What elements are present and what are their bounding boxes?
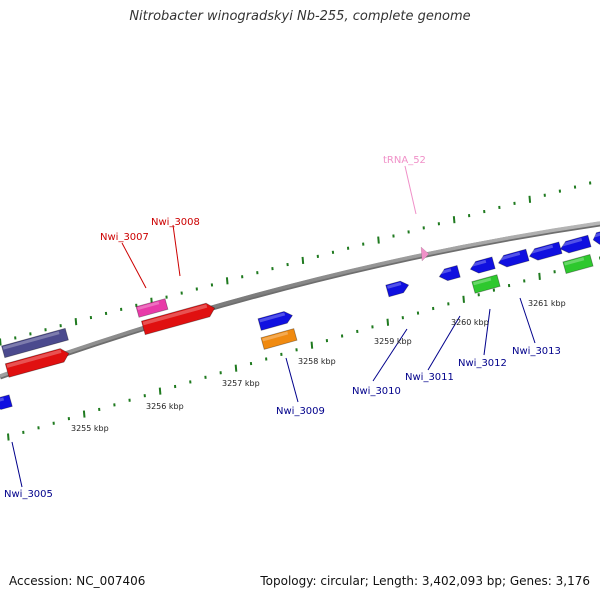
gene-label-trna-52: tRNA_52 xyxy=(383,155,426,166)
leader-nwi-3008 xyxy=(172,224,181,277)
inner-scale-major-tick xyxy=(386,318,390,326)
genome-summary: Topology: circular; Length: 3,402,093 bp… xyxy=(260,574,590,588)
inner-scale-major-tick xyxy=(158,387,162,395)
scale-label-3259-kbp: 3259 kbp xyxy=(374,337,412,346)
leader-nwi-3012 xyxy=(483,308,491,356)
gene-nwi-3011 xyxy=(438,265,461,282)
gene-purple-feature xyxy=(1,327,69,359)
gene-nwi-3009 xyxy=(260,328,298,350)
outer-scale-major-tick xyxy=(0,338,2,346)
genome-backbone-shadow xyxy=(0,221,600,380)
outer-scale-major-tick xyxy=(452,216,456,224)
inner-scale-major-tick xyxy=(310,341,314,349)
gene-nwi-3013 xyxy=(497,248,530,268)
gene-blue-edge xyxy=(592,229,600,245)
trna-52-marker xyxy=(420,246,430,262)
leader-nwi-3011 xyxy=(427,315,461,371)
gene-nwi-3005 xyxy=(0,394,13,410)
gene-label-nwi-3012: Nwi_3012 xyxy=(458,358,507,369)
leader-nwi-3013 xyxy=(519,297,536,344)
gene-label-nwi-3007: Nwi_3007 xyxy=(100,232,149,243)
gene-label-nwi-3010: Nwi_3010 xyxy=(352,386,401,397)
leader-trna-52 xyxy=(404,165,417,215)
gene-blue-right-1 xyxy=(528,241,563,261)
scale-label-3257-kbp: 3257 kbp xyxy=(222,379,260,388)
gene-nwi-3012 xyxy=(471,274,501,294)
genome-backbone xyxy=(0,221,600,378)
inner-scale-major-tick xyxy=(538,272,541,280)
gene-green-right xyxy=(562,253,594,275)
gene-label-nwi-3008: Nwi_3008 xyxy=(151,217,200,228)
leader-nwi-3010 xyxy=(372,328,408,382)
gene-blue-forward xyxy=(257,311,293,331)
gene-nwi-3008 xyxy=(140,302,216,336)
scale-label-3261-kbp: 3261 kbp xyxy=(528,299,566,308)
scale-label-3256-kbp: 3256 kbp xyxy=(146,402,184,411)
inner-scale-major-tick xyxy=(462,295,465,303)
leader-nwi-3007 xyxy=(121,242,147,289)
inner-scale-major-tick xyxy=(82,410,86,418)
gene-nwi-3010 xyxy=(385,280,410,298)
inner-scale-major-tick xyxy=(7,433,10,441)
outer-scale-major-tick xyxy=(225,277,229,285)
gene-label-nwi-3011: Nwi_3011 xyxy=(405,372,454,383)
accession-label: Accession: NC_007406 xyxy=(9,574,146,588)
map-title: Nitrobacter winogradskyi Nb-255, complet… xyxy=(129,9,471,24)
leader-nwi-3009 xyxy=(285,357,299,403)
outer-scale-major-tick xyxy=(377,236,380,244)
gene-red-feature xyxy=(4,348,70,378)
scale-label-3260-kbp: 3260 kbp xyxy=(451,318,489,327)
outer-scale-major-tick xyxy=(528,195,532,203)
gene-label-nwi-3005: Nwi_3005 xyxy=(4,489,53,500)
inner-scale-major-tick xyxy=(234,364,238,372)
scale-label-3255-kbp: 3255 kbp xyxy=(71,424,109,433)
outer-scale-major-tick xyxy=(301,256,305,265)
gene-blue-small xyxy=(469,256,496,274)
gene-label-nwi-3013: Nwi_3013 xyxy=(512,346,561,357)
gene-nwi-3007 xyxy=(135,298,169,318)
outer-scale-major-tick xyxy=(74,318,78,326)
scale-label-3258-kbp: 3258 kbp xyxy=(298,357,336,366)
gene-label-nwi-3009: Nwi_3009 xyxy=(276,406,325,417)
gene-blue-right-2 xyxy=(559,234,592,254)
leader-nwi-3005 xyxy=(11,441,23,488)
